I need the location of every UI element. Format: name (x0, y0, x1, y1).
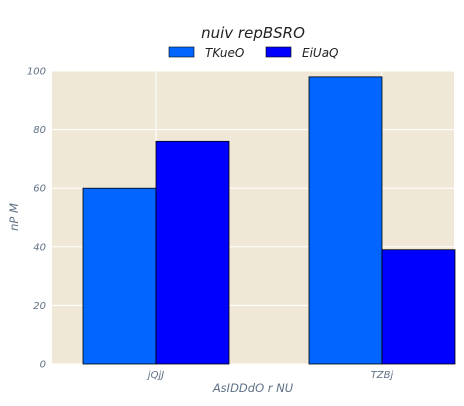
legend-swatch-series-2 (265, 46, 292, 58)
legend-swatch-series-1 (168, 46, 195, 58)
y-tick-label: 100 (27, 67, 46, 78)
bar-TKueO-jQjJ (82, 187, 157, 365)
y-axis-label: nP M (7, 203, 21, 231)
x-tick-label: TZBj (371, 370, 394, 381)
bar-TKueO-TZBj (308, 76, 383, 365)
bars (82, 76, 456, 365)
x-axis-ticks: jQjJ TZBj (146, 370, 394, 381)
y-tick-label: 0 (40, 360, 46, 371)
y-tick-label: 40 (33, 242, 46, 253)
legend-label-series-2: EiUaQ (302, 46, 339, 60)
bar-EiUaQ-TZBj (381, 249, 456, 365)
y-axis-ticks: 0 20 40 60 80 100 (27, 67, 46, 371)
legend: TKueO EiUaQ (168, 46, 339, 60)
y-tick-label: 60 (33, 184, 46, 195)
x-axis-label: AsIDDdO r NU (212, 381, 294, 395)
chart-title: nuiv repBSRO (201, 24, 305, 42)
bar-EiUaQ-jQjJ (155, 140, 230, 365)
y-tick-label: 80 (33, 125, 46, 136)
legend-label-series-1: TKueO (205, 46, 244, 60)
y-tick-label: 20 (33, 301, 46, 312)
x-tick-label: jQjJ (146, 370, 164, 381)
